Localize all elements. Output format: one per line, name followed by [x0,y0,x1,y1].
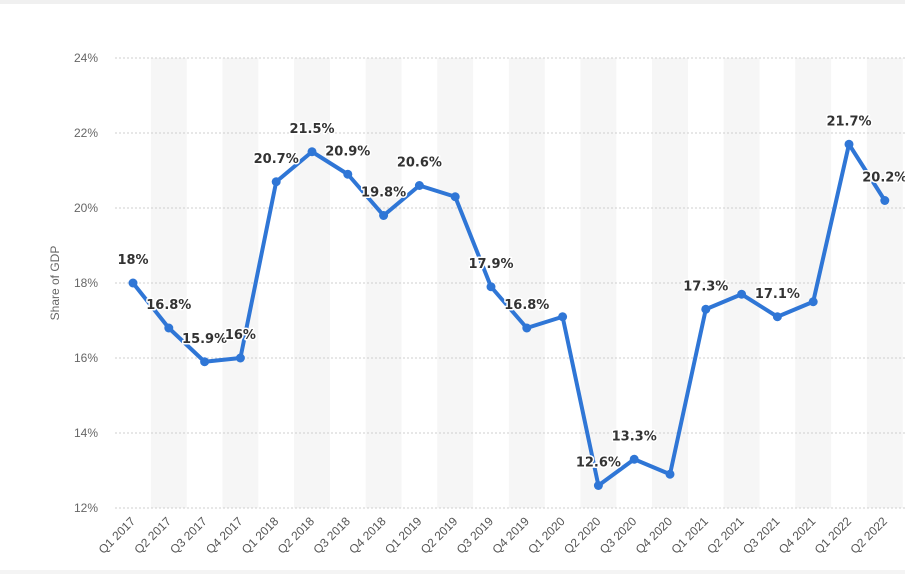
y-tick-label: 16% [74,351,98,365]
x-tick-label: Q2 2020 [561,514,604,557]
data-label: 15.9% [182,332,227,347]
data-points [128,139,890,490]
data-label: 20.9% [325,144,370,159]
data-point[interactable] [164,323,174,333]
data-point[interactable] [343,169,353,179]
x-tick-label: Q2 2021 [704,514,747,557]
data-point[interactable] [522,323,532,333]
data-point[interactable] [772,312,782,322]
data-label: 17.9% [468,257,513,272]
x-tick-label: Q1 2021 [668,514,711,557]
data-label: 16% [225,328,256,343]
data-label: 19.8% [361,186,406,201]
x-tick-label: Q3 2017 [167,514,210,557]
y-tick-label: 22% [74,126,98,140]
column-band [508,58,545,508]
column-band [723,58,760,508]
x-tick-label: Q3 2021 [740,514,783,557]
y-tick-label: 12% [74,501,98,515]
data-point[interactable] [486,282,496,292]
y-tick-label: 14% [74,426,98,440]
y-axis-label: Share of GDP [48,246,62,321]
column-band [795,58,832,508]
data-label: 20.2% [862,171,905,186]
x-tick-label: Q4 2020 [633,514,676,557]
x-tick-label: Q3 2018 [310,514,353,557]
data-point[interactable] [844,139,854,149]
x-tick-label: Q2 2017 [131,514,174,557]
x-tick-label: Q1 2019 [382,514,425,557]
data-point[interactable] [558,312,568,322]
x-tick-label: Q4 2018 [346,514,389,557]
data-point[interactable] [128,278,138,288]
data-point[interactable] [235,353,245,363]
y-axis-ticks: 12% 14% 16% 18% 20% 22% 24% [74,51,98,515]
x-tick-label: Q4 2019 [489,514,532,557]
data-labels: 18% 16.8% 15.9%16% 20.7% 21.5% 20.9% 19.8% 20.6… [116,113,905,472]
data-point[interactable] [665,469,675,479]
data-point[interactable] [808,297,818,307]
x-tick-label: Q4 2021 [776,514,819,557]
data-label: 13.3% [612,429,657,444]
data-point[interactable] [701,304,711,314]
data-label: 17.1% [755,287,800,302]
x-tick-label: Q3 2020 [597,514,640,557]
data-point[interactable] [737,289,747,299]
data-label: 18% [117,253,148,268]
data-point[interactable] [450,192,460,202]
data-label: 16.8% [504,298,549,313]
data-label: 16.8% [146,298,191,313]
data-label: 20.7% [254,152,299,167]
x-tick-label: Q4 2017 [203,514,246,557]
column-band [652,58,688,508]
data-point[interactable] [880,196,890,205]
x-tick-label: Q2 2019 [418,514,461,557]
y-tick-label: 24% [74,51,98,65]
data-point[interactable] [379,211,389,220]
x-tick-label: Q1 2020 [525,514,568,557]
data-label: 12.6% [576,456,621,471]
data-label: 17.3% [683,279,728,294]
x-tick-label: Q1 2018 [239,514,282,557]
data-label: 20.6% [397,156,442,171]
x-tick-label: Q3 2019 [454,514,497,557]
data-label: 21.7% [826,114,871,129]
data-point[interactable] [593,481,603,490]
series-line [131,142,887,488]
y-tick-label: 20% [74,201,98,215]
y-tick-label: 18% [74,276,98,290]
x-tick-label: Q1 2022 [812,514,855,557]
data-point[interactable] [271,177,281,187]
data-point[interactable] [414,181,424,190]
data-point[interactable] [307,147,317,157]
x-tick-label: Q2 2018 [275,514,318,557]
x-tick-label: Q1 2017 [96,514,139,557]
data-point[interactable] [629,454,639,464]
line-chart: 12% 14% 16% 18% 20% 22% 24% Share of GDP Q1 20… [48,51,905,557]
data-label: 21.5% [289,122,334,137]
data-point[interactable] [200,357,210,367]
x-tick-label: Q2 2022 [847,514,890,557]
